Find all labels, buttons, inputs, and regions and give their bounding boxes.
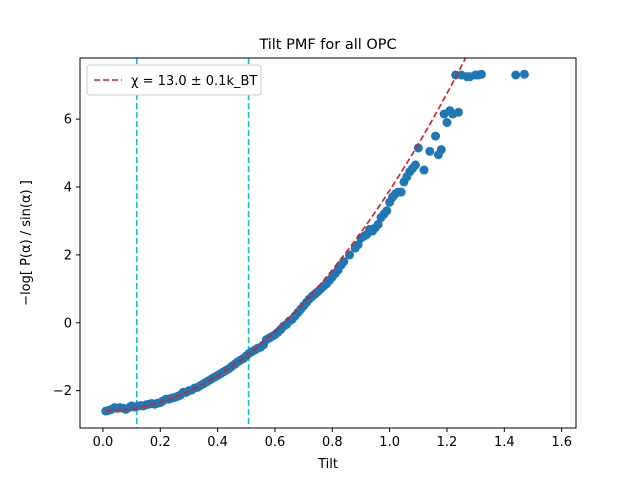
data-point — [345, 250, 355, 260]
data-point — [413, 143, 423, 153]
x-axis-label: Tilt — [317, 457, 338, 472]
data-point — [382, 206, 392, 216]
x-tick-label: 1.4 — [494, 435, 515, 450]
y-tick-label: 0 — [64, 316, 72, 331]
data-point — [476, 69, 486, 79]
x-tick-label: 0.4 — [207, 435, 228, 450]
data-point — [519, 69, 529, 79]
data-point — [436, 145, 446, 155]
data-point — [373, 219, 383, 229]
data-point — [410, 160, 420, 170]
fit-curve — [105, 58, 467, 412]
y-axis-label: −log[ P(α) / sin(α) ] — [19, 180, 34, 306]
chart-title: Tilt PMF for all OPC — [258, 37, 396, 53]
data-point — [396, 187, 406, 197]
x-tick-label: 0.2 — [150, 435, 171, 450]
x-tick-label: 1.0 — [379, 435, 400, 450]
x-axis: 0.0 0.2 0.4 0.6 0.8 1.0 1.2 1.4 1.6 — [93, 428, 572, 450]
x-tick-label: 0.6 — [265, 435, 286, 450]
data-point — [353, 240, 363, 250]
x-tick-label: 0.0 — [93, 435, 114, 450]
y-tick-label: 6 — [64, 113, 72, 128]
legend: χ = 13.0 ± 0.1k_BT — [86, 64, 262, 96]
data-point — [425, 146, 435, 156]
x-tick-label: 0.8 — [322, 435, 343, 450]
x-tick-label: 1.6 — [551, 435, 572, 450]
data-point — [431, 131, 441, 141]
legend-box — [86, 64, 262, 96]
data-point — [453, 107, 463, 117]
data-point — [511, 70, 521, 80]
y-tick-label: −2 — [53, 384, 72, 399]
y-tick-label: 2 — [64, 248, 72, 263]
data-point — [419, 165, 429, 175]
data-point — [442, 117, 452, 127]
x-tick-label: 1.2 — [437, 435, 458, 450]
legend-fit-label: χ = 13.0 ± 0.1k_BT — [131, 74, 257, 89]
plot-frame — [79, 57, 577, 429]
y-axis: −2 0 2 4 6 — [53, 113, 80, 399]
y-tick-label: 4 — [64, 180, 72, 195]
